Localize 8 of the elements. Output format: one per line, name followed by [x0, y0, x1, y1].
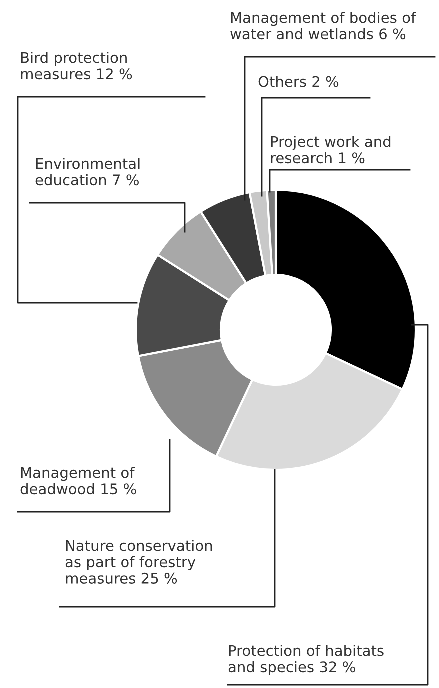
slice-label: Environmental education 7 % [36, 158, 140, 186]
slice-label: Management of bodies of water and wetlands 6 % [230, 12, 416, 40]
slice-label: Others 2 % [258, 76, 339, 88]
slice-label: Protection of habitats and species 32 % [228, 645, 384, 676]
slice-label: Management of deadwood 15 % [20, 467, 136, 495]
slice-label: Nature conservation as part of forestry measures 25 % [66, 540, 212, 584]
slice-label: Bird protection measures 12 % [21, 52, 132, 80]
slice-label: Project work and research 1 % [271, 136, 391, 164]
